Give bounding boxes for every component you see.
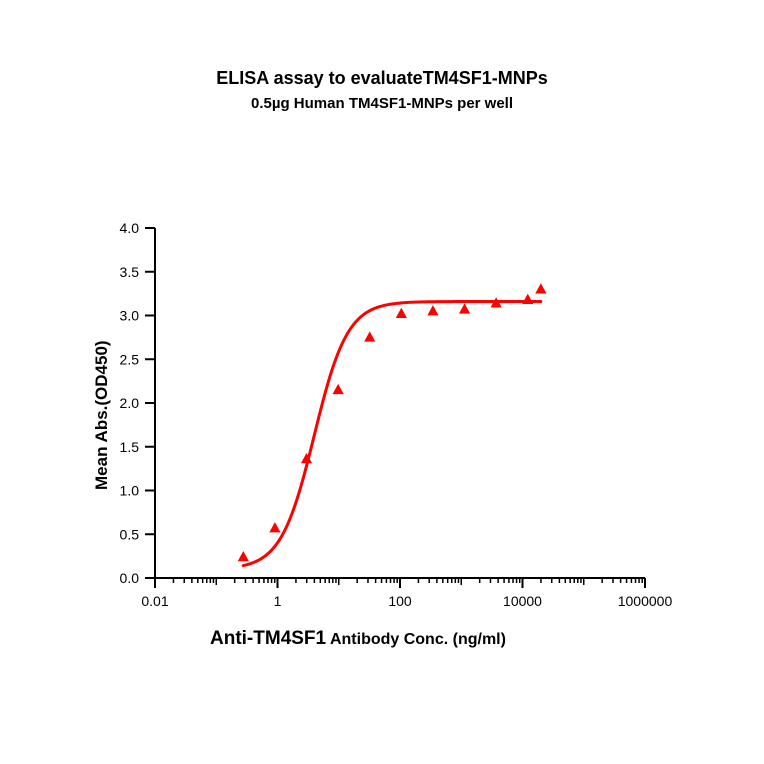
svg-text:3.5: 3.5 bbox=[120, 264, 140, 280]
svg-text:2.5: 2.5 bbox=[120, 351, 140, 367]
svg-text:1.5: 1.5 bbox=[120, 439, 140, 455]
svg-text:2.0: 2.0 bbox=[120, 395, 140, 411]
svg-text:4.0: 4.0 bbox=[120, 220, 140, 236]
svg-text:1.0: 1.0 bbox=[120, 483, 140, 499]
svg-text:10000: 10000 bbox=[503, 593, 542, 609]
svg-text:1: 1 bbox=[274, 593, 282, 609]
svg-text:0.01: 0.01 bbox=[141, 593, 168, 609]
svg-text:0.5: 0.5 bbox=[120, 526, 140, 542]
chart-canvas: 0.0 0.5 1.0 1.5 2.0 2.5 3.0 3.5 4.0 0.01 1 100 10000… bbox=[0, 0, 764, 764]
svg-text:3.0: 3.0 bbox=[120, 308, 140, 324]
svg-text:0.0: 0.0 bbox=[120, 570, 140, 586]
svg-text:100: 100 bbox=[388, 593, 412, 609]
svg-text:1000000: 1000000 bbox=[618, 593, 673, 609]
